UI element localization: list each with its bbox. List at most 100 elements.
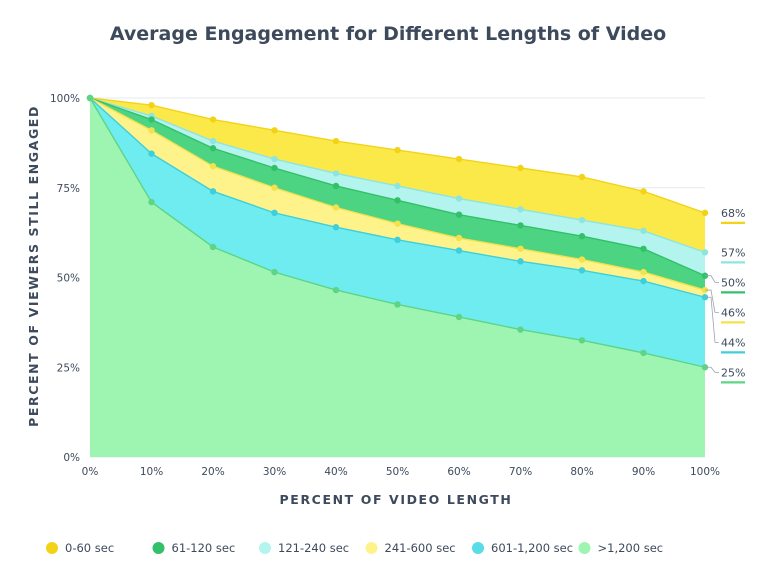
- point-series-1-4: [332, 170, 340, 177]
- y-tick-label-3: 75%: [57, 183, 80, 195]
- point-series-5-5: [394, 301, 401, 308]
- point-series-1-8: [578, 216, 586, 224]
- point-series-5-8: [578, 337, 586, 344]
- point-series-0-2: [209, 116, 217, 123]
- y-tick-label-2: 50%: [57, 273, 80, 285]
- x-tick-label-9: 90%: [632, 466, 655, 478]
- point-series-4-7: [517, 258, 524, 265]
- y-tick-label-4: 100%: [50, 93, 80, 105]
- point-series-2-4: [332, 182, 340, 190]
- point-series-0-8: [578, 173, 586, 181]
- end-label-connector-5: [705, 366, 719, 373]
- point-series-2-1: [148, 116, 155, 123]
- series-areas: [90, 98, 705, 457]
- point-series-0-6: [455, 155, 463, 163]
- x-tick-label-1: 10%: [140, 466, 163, 478]
- end-label-5: 25%: [721, 366, 745, 379]
- x-axis-title: PERCENT OF VIDEO LENGTH: [280, 492, 513, 507]
- point-series-2-3: [271, 164, 278, 172]
- point-series-0-9: [640, 188, 647, 195]
- point-series-1-6: [455, 195, 463, 202]
- x-tick-label-7: 70%: [509, 466, 532, 478]
- x-tick-label-5: 50%: [386, 466, 409, 478]
- point-series-3-9: [640, 268, 647, 276]
- point-series-3-2: [209, 163, 217, 170]
- point-series-3-8: [578, 256, 586, 263]
- end-label-connector-4: [705, 296, 719, 343]
- y-tick-label-1: 25%: [57, 362, 80, 374]
- end-label-2: 50%: [721, 276, 745, 289]
- legend-swatch-3: [365, 542, 378, 554]
- end-label-connector-3: [705, 289, 719, 313]
- legend: 0-60 sec 61-120 sec 121-240 sec 241-600 sec…: [46, 541, 663, 555]
- point-series-4-2: [209, 188, 217, 195]
- series-points: [86, 94, 709, 371]
- point-series-0-3: [271, 127, 278, 134]
- end-label-3: 46%: [721, 306, 745, 319]
- point-series-1-9: [640, 227, 647, 235]
- point-series-1-2: [209, 137, 217, 145]
- legend-label-2: 121-240 sec: [278, 541, 349, 555]
- point-series-4-3: [271, 209, 278, 217]
- x-tick-label-0: 0%: [82, 466, 99, 478]
- point-series-2-5: [394, 197, 401, 204]
- point-series-3-1: [148, 127, 155, 134]
- point-series-5-9: [640, 349, 647, 357]
- legend-label-3: 241-600 sec: [385, 541, 456, 555]
- x-tick-label-6: 60%: [447, 466, 470, 478]
- x-tick-label-4: 40%: [324, 466, 347, 478]
- x-tick-label-10: 100%: [690, 466, 720, 478]
- end-label-connector-2: [705, 275, 719, 283]
- point-series-3-4: [332, 204, 340, 211]
- point-series-0-7: [517, 164, 524, 172]
- point-series-3-5: [394, 220, 401, 227]
- point-series-4-1: [148, 150, 155, 157]
- chart-title: Average Engagement for Different Lengths…: [110, 23, 666, 45]
- point-series-5-4: [332, 286, 340, 294]
- point-series-3-6: [455, 234, 463, 242]
- x-tick-label-3: 30%: [263, 466, 286, 478]
- point-series-5-7: [517, 326, 524, 333]
- area-series-5: [90, 98, 705, 457]
- point-series-1-7: [517, 206, 524, 213]
- legend-swatch-4: [472, 542, 484, 554]
- legend-label-1: 61-120 sec: [172, 541, 236, 555]
- x-tick-label-8: 80%: [570, 466, 593, 478]
- point-series-2-8: [578, 233, 586, 240]
- y-axis-ticks: 0% 25% 50% 75% 100%: [50, 93, 80, 464]
- legend-swatch-1: [152, 542, 165, 554]
- point-series-5-2: [209, 243, 217, 251]
- x-tick-label-2: 20%: [201, 466, 224, 478]
- point-series-5-3: [271, 268, 278, 276]
- point-series-2-9: [640, 245, 647, 252]
- point-series-5-0: [86, 94, 94, 102]
- end-label-0: 68%: [721, 207, 745, 220]
- legend-swatch-5: [578, 542, 591, 554]
- end-labels: 68% 57% 50% 46% 44% 25%: [705, 207, 745, 384]
- point-series-3-3: [271, 184, 278, 191]
- point-series-1-3: [271, 155, 278, 163]
- point-series-2-2: [209, 145, 217, 152]
- y-axis-title: PERCENT OF VIEWERS STILL ENGAGED: [26, 105, 41, 427]
- point-series-1-10: [701, 249, 709, 256]
- point-series-0-1: [148, 101, 155, 109]
- point-series-4-9: [640, 277, 647, 285]
- point-series-4-6: [455, 247, 463, 254]
- point-series-0-10: [701, 209, 709, 217]
- legend-swatch-2: [259, 542, 271, 554]
- legend-label-0: 0-60 sec: [65, 541, 114, 555]
- point-series-4-8: [578, 267, 586, 274]
- point-series-4-4: [332, 224, 340, 231]
- point-series-1-5: [394, 182, 401, 190]
- point-series-4-5: [394, 236, 401, 244]
- point-series-0-5: [394, 146, 401, 154]
- point-series-2-7: [517, 222, 524, 229]
- legend-label-5: >1,200 sec: [598, 541, 664, 555]
- x-axis-ticks: 0% 10% 20% 30% 40% 50% 60% 70% 80% 90% 100%: [82, 466, 720, 478]
- legend-label-4: 601-1,200 sec: [491, 541, 573, 555]
- point-series-3-7: [517, 245, 524, 252]
- y-tick-label-0: 0%: [63, 452, 80, 464]
- point-series-2-6: [455, 211, 463, 218]
- end-label-4: 44%: [721, 336, 745, 349]
